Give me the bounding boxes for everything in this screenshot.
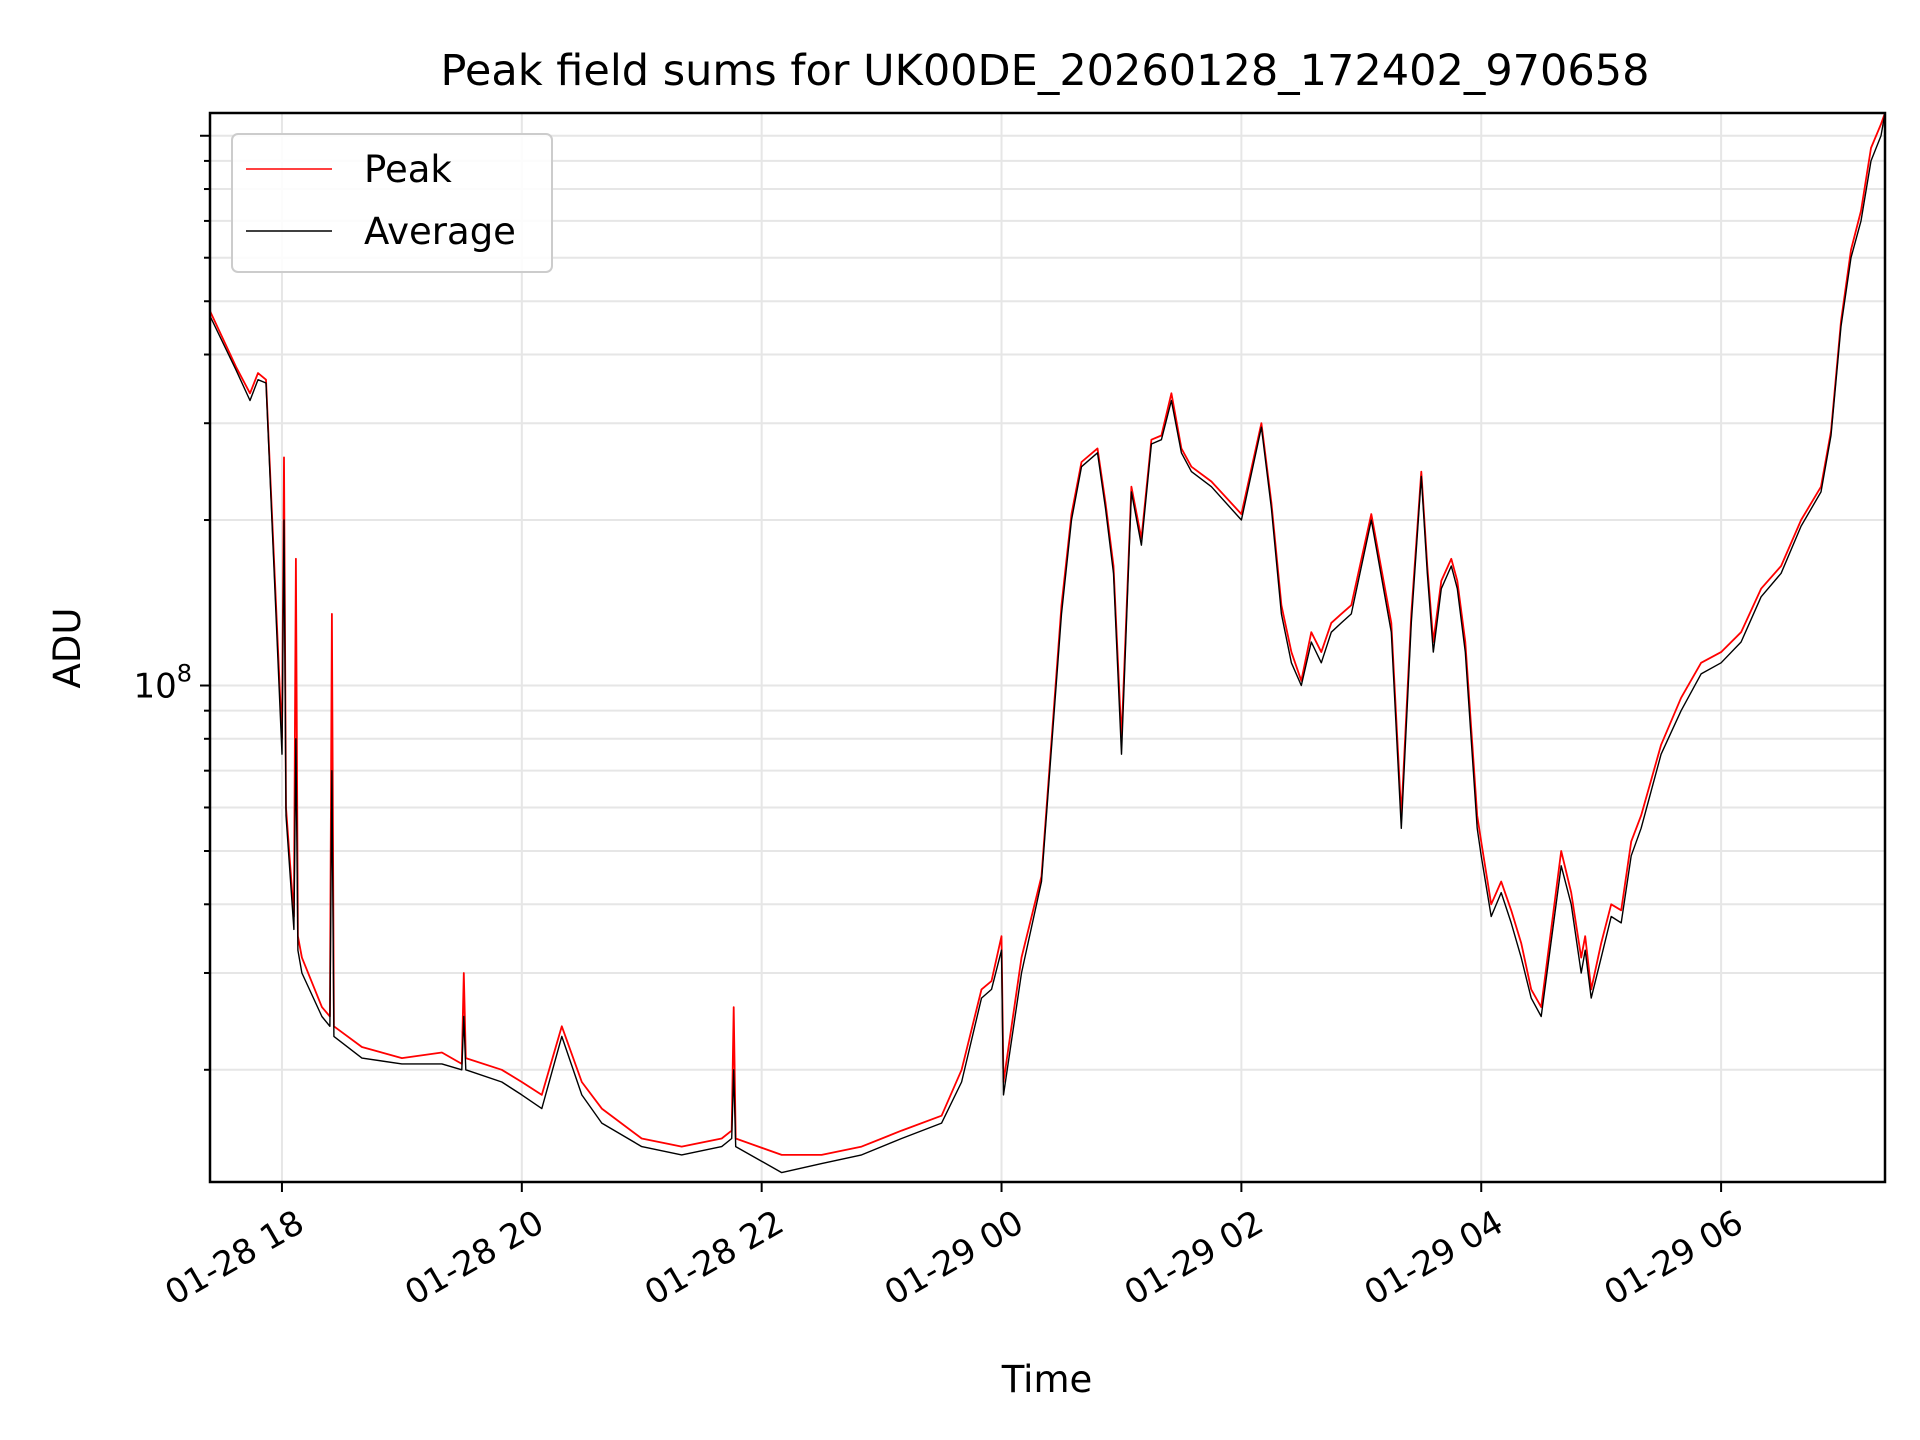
x-tick-label: 01-28 18 (158, 1203, 310, 1314)
legend-label-peak: Peak (364, 148, 452, 191)
y-axis-label: ADU (46, 608, 89, 689)
x-tick-label: 01-29 00 (878, 1203, 1030, 1314)
axis-layer: 01-28 18 01-28 20 01-28 22 01-29 00 01-29 02… (133, 134, 1750, 1314)
x-tick-label: 01-29 06 (1598, 1203, 1750, 1314)
legend: Peak Average (231, 133, 553, 273)
x-tick-label: 01-29 04 (1358, 1203, 1510, 1314)
grid-layer (210, 113, 1885, 1182)
x-tick-label: 01-29 02 (1118, 1203, 1270, 1314)
y-tick-label: 108 (133, 660, 192, 707)
plot-frame (208, 111, 1887, 1184)
x-tick-label: 01-28 22 (638, 1203, 790, 1314)
series-line-average (209, 112, 1886, 1174)
x-axis-label: Time (1001, 1358, 1093, 1401)
series-layer (209, 112, 1886, 1174)
chart-title: Peak field sums for UK00DE_20260128_1724… (441, 46, 1650, 96)
legend-label-average: Average (364, 210, 516, 253)
x-tick-label: 01-28 20 (398, 1203, 550, 1314)
